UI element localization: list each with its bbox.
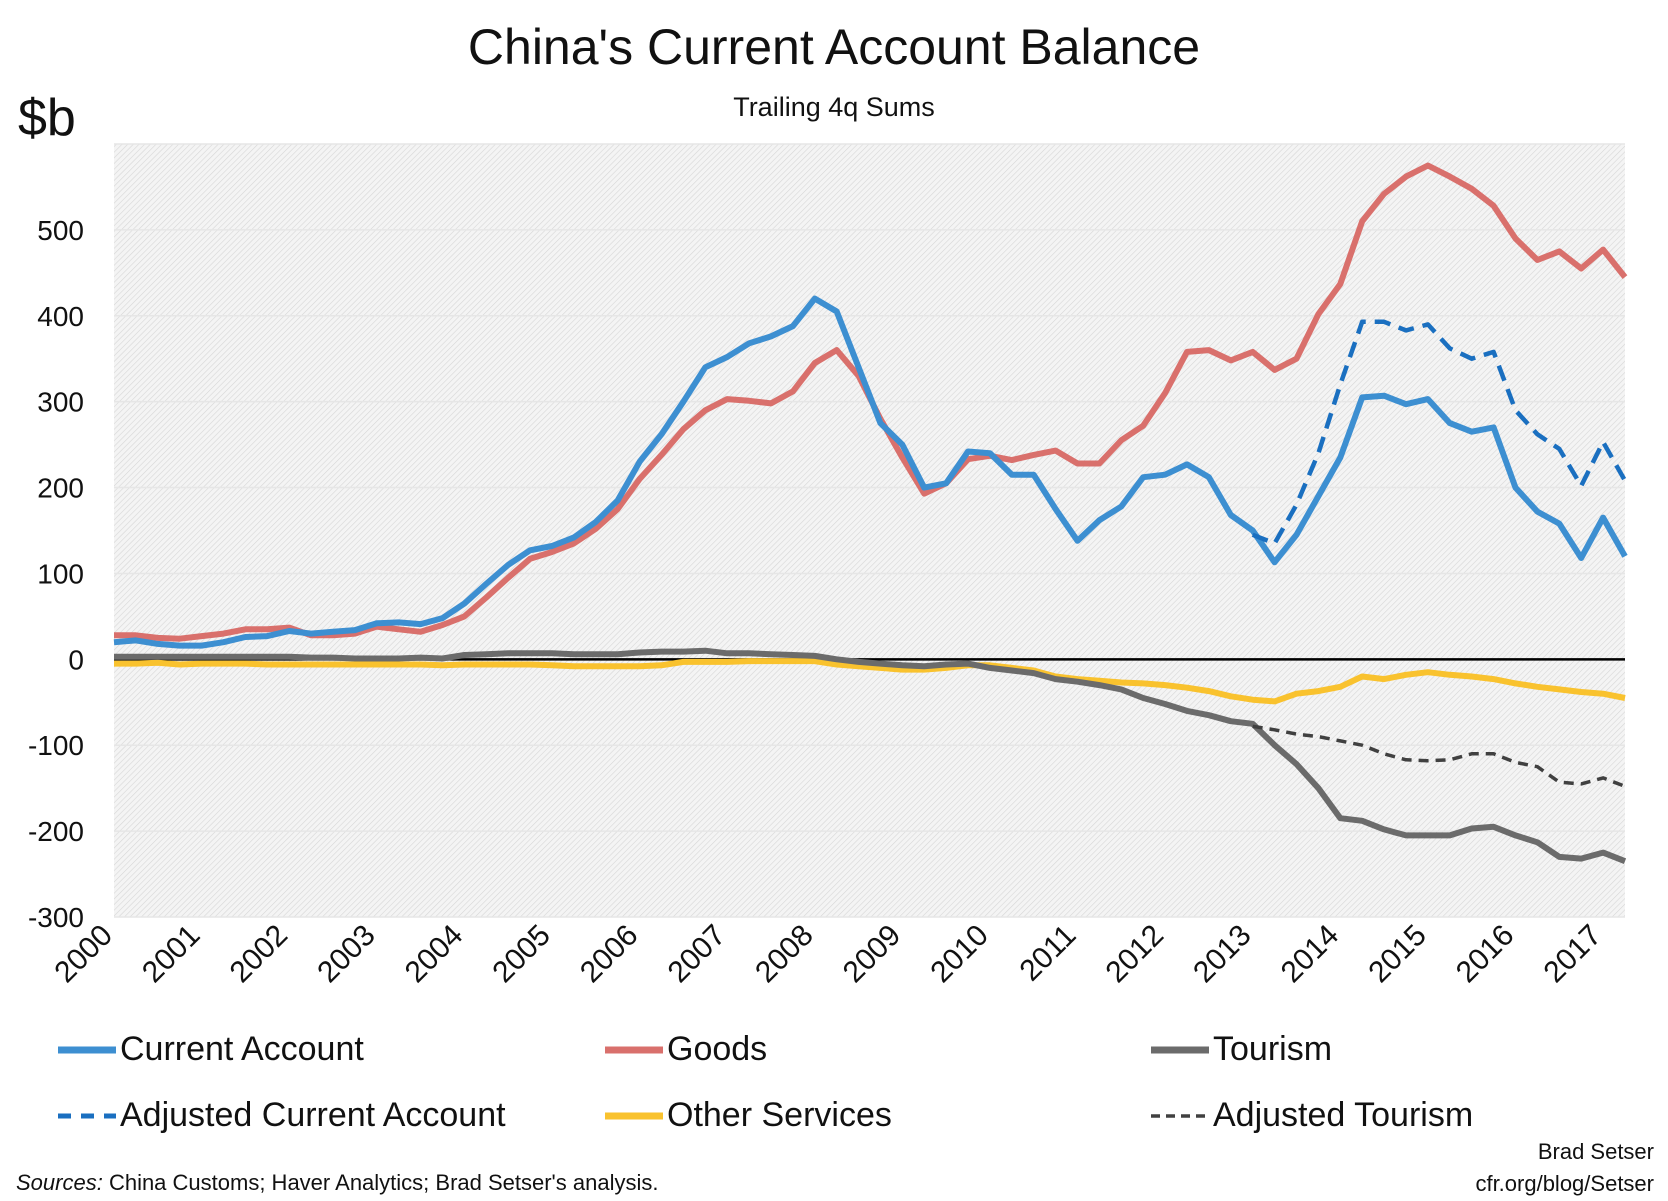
y-tick-label: 200 bbox=[37, 473, 84, 504]
x-tick-label: 2010 bbox=[924, 919, 995, 990]
legend-item: Adjusted Tourism bbox=[1149, 1096, 1473, 1135]
sources-note: Sources: China Customs; Haver Analytics;… bbox=[16, 1170, 658, 1196]
y-tick-label: 500 bbox=[37, 215, 84, 246]
plot-area bbox=[114, 144, 1625, 917]
x-tick-label: 2017 bbox=[1538, 919, 1609, 990]
sources-label: Sources: bbox=[16, 1170, 103, 1195]
y-tick-label: 400 bbox=[37, 301, 84, 332]
legend-swatch bbox=[605, 1046, 663, 1053]
y-axis-unit: $b bbox=[18, 89, 76, 147]
legend-swatch bbox=[58, 1113, 116, 1118]
x-tick-label: 2013 bbox=[1187, 919, 1258, 990]
x-tick-label: 2005 bbox=[486, 919, 557, 990]
legend-item: Other Services bbox=[603, 1096, 892, 1135]
x-tick-label: 2006 bbox=[574, 919, 645, 990]
series-line-other-services bbox=[114, 658, 1626, 705]
x-tick-label: 2007 bbox=[662, 919, 733, 990]
legend-item: Current Account bbox=[56, 1030, 364, 1069]
legend-item: Goods bbox=[603, 1030, 767, 1069]
y-tick-label: -300 bbox=[28, 902, 84, 933]
legend-label: Goods bbox=[667, 1030, 768, 1068]
blog-url: cfr.org/blog/Setser bbox=[1475, 1171, 1654, 1196]
legend-swatch bbox=[58, 1046, 116, 1053]
legend-label: Adjusted Tourism bbox=[1213, 1096, 1474, 1134]
author: Brad Setser bbox=[1537, 1139, 1654, 1164]
legend-swatch bbox=[1151, 1113, 1209, 1118]
legend-label: Current Account bbox=[120, 1030, 364, 1068]
legend-item: Tourism bbox=[1149, 1030, 1332, 1069]
credit: Brad Setser cfr.org/blog/Setser bbox=[1475, 1136, 1654, 1200]
legend-swatch bbox=[605, 1112, 663, 1119]
y-tick-label: -100 bbox=[28, 730, 84, 761]
legend-label: Tourism bbox=[1213, 1030, 1333, 1068]
y-tick-label: 0 bbox=[68, 644, 84, 675]
series-line-tourism bbox=[114, 647, 1627, 864]
y-tick-label: 300 bbox=[37, 387, 84, 418]
y-tick-label: 100 bbox=[37, 558, 84, 589]
x-tick-label: 2014 bbox=[1275, 919, 1346, 990]
series-lines bbox=[113, 162, 1628, 864]
series-line-current-account bbox=[113, 295, 1628, 649]
legend-swatch bbox=[1151, 1046, 1209, 1053]
x-tick-label: 2015 bbox=[1362, 919, 1433, 990]
series-line-adjusted-tourism bbox=[1252, 724, 1626, 789]
x-tick-label: 2001 bbox=[136, 919, 207, 990]
x-tick-label: 2012 bbox=[1100, 919, 1171, 990]
chart-subtitle: Trailing 4q Sums bbox=[733, 92, 935, 122]
y-tick-labels: 500 400 300 200 100 0 -100 -200 -300 bbox=[28, 215, 84, 933]
legend-label: Adjusted Current Account bbox=[120, 1096, 506, 1134]
y-tick-label: -200 bbox=[28, 816, 84, 847]
x-tick-label: 2008 bbox=[749, 919, 820, 990]
x-tick-label: 2011 bbox=[1014, 919, 1083, 988]
legend-item: Adjusted Current Account bbox=[56, 1096, 506, 1135]
x-tick-labels: 2000 2001 2002 2003 2004 2005 2006 2007 2008 2009… bbox=[48, 919, 1608, 990]
chart-title: China's Current Account Balance bbox=[467, 19, 1201, 75]
x-tick-label: 2009 bbox=[837, 919, 908, 990]
series-line-adjusted-current-account bbox=[1251, 319, 1627, 546]
x-tick-label: 2004 bbox=[399, 919, 470, 990]
legend-label: Other Services bbox=[667, 1096, 892, 1134]
x-tick-label: 2003 bbox=[311, 919, 382, 990]
x-tick-label: 2016 bbox=[1450, 919, 1521, 990]
x-tick-label: 2002 bbox=[224, 919, 295, 990]
sources-text: China Customs; Haver Analytics; Brad Set… bbox=[102, 1170, 659, 1195]
